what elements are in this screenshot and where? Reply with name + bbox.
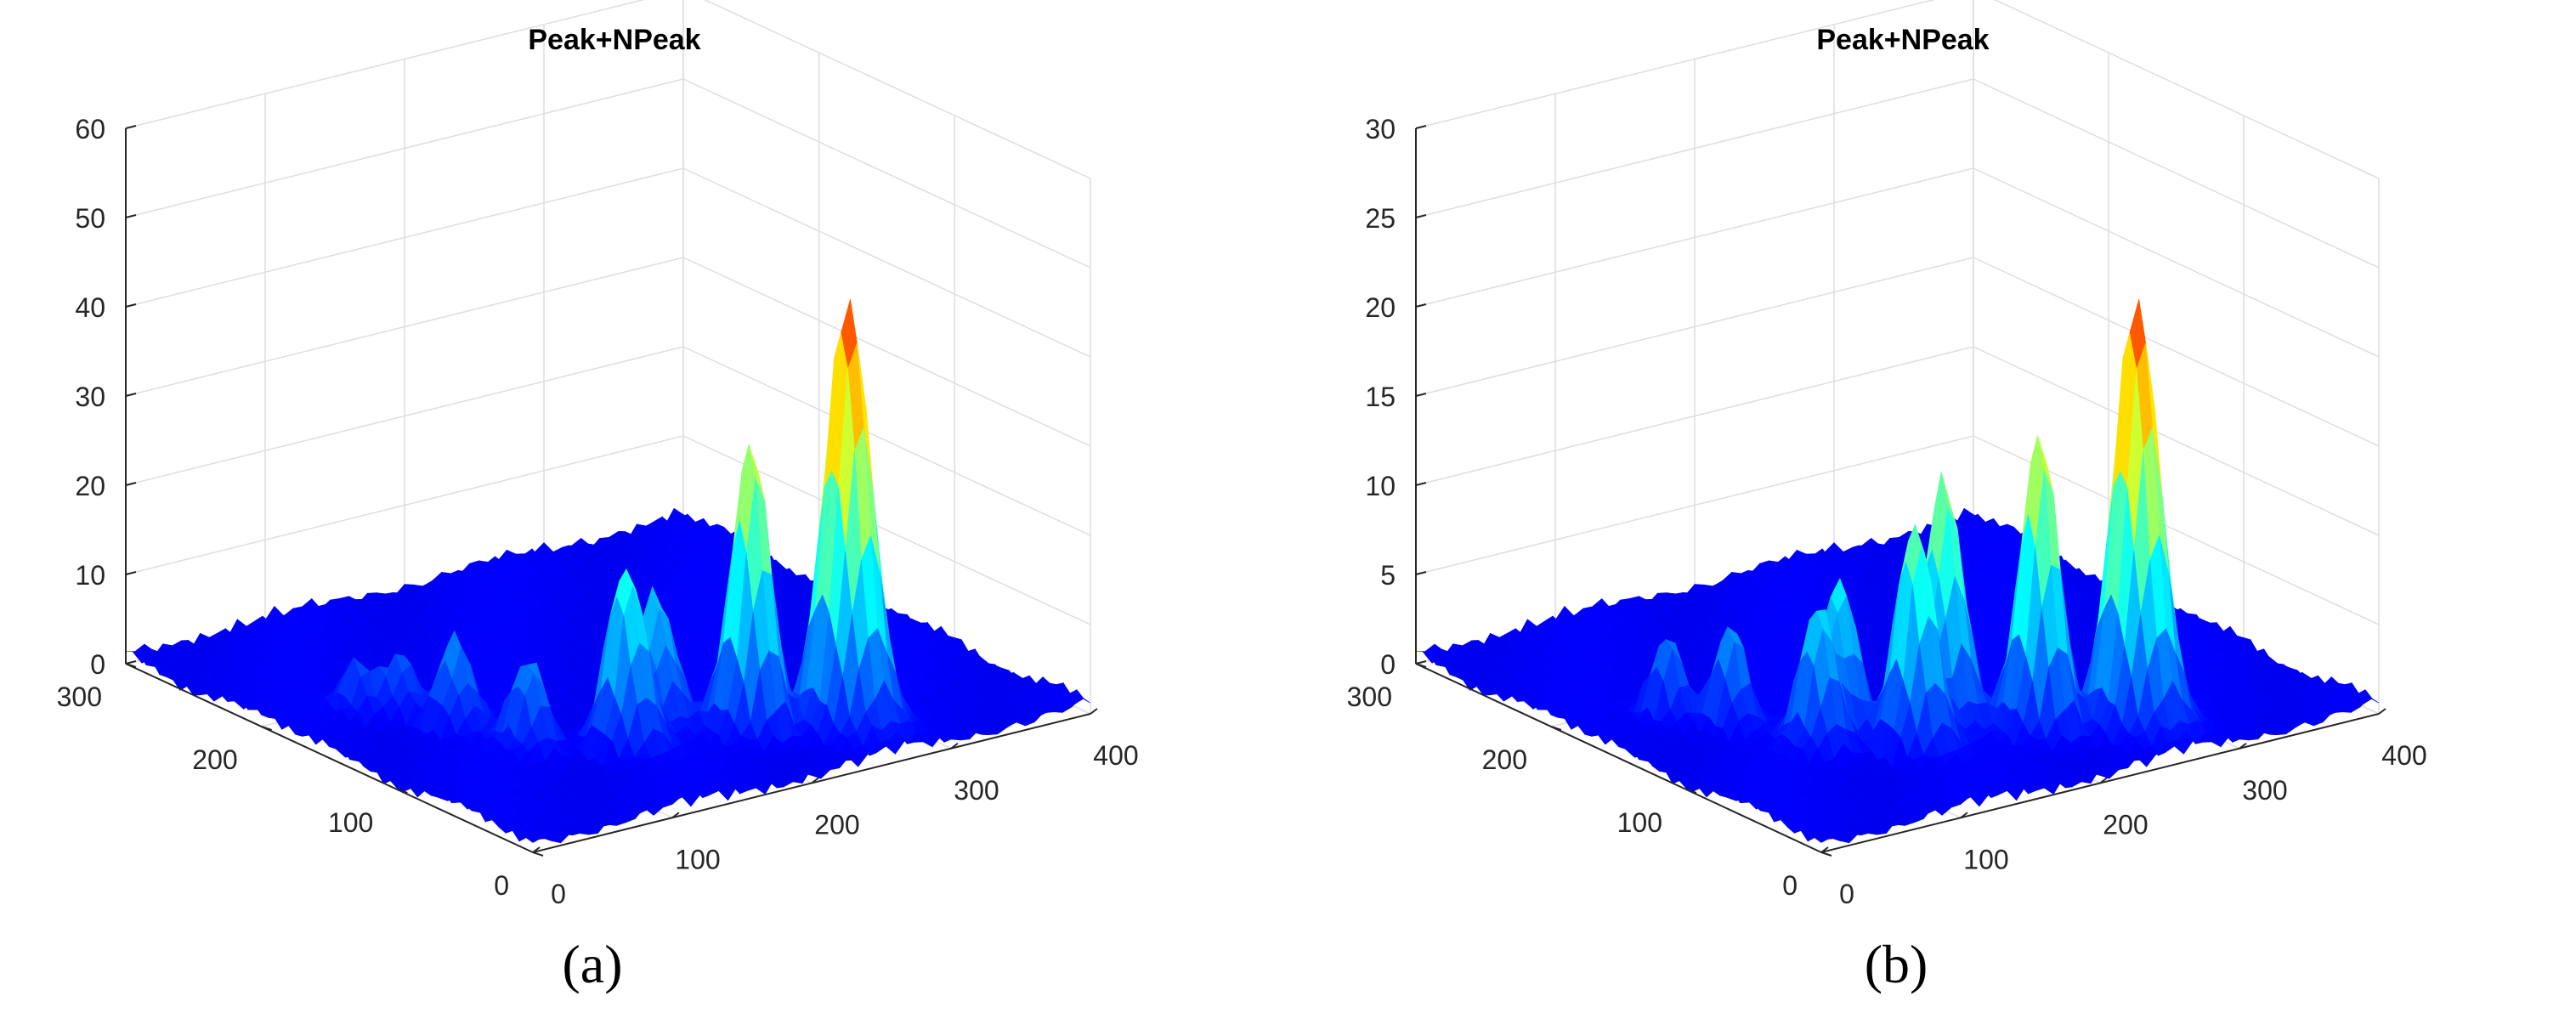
grid-line	[125, 0, 1091, 179]
chart-panel-a: 0 100 200 300 400 0 100 200 300 0 10 20 30 40 50 60 Peak…	[57, 0, 1139, 994]
grid-line	[1415, 346, 2380, 536]
z-tick	[125, 393, 137, 397]
y-tick	[125, 663, 137, 668]
panel-label-a: (a)	[562, 934, 623, 994]
chart-panel-b: 0 100 200 300 400 0 100 200 300 0 5 10 15 20 25 30 Peak+…	[1288, 0, 2576, 1024]
grid-line	[1415, 435, 2380, 625]
z-tick	[125, 303, 137, 308]
z-tick-label: 40	[75, 292, 105, 323]
y-tick	[532, 851, 544, 857]
z-tick	[125, 571, 137, 575]
z-tick	[125, 125, 137, 129]
x-tick-label: 100	[675, 844, 720, 874]
surface	[1415, 299, 2380, 844]
y-tick-label: 300	[57, 682, 102, 712]
grid-line	[1415, 0, 2380, 179]
x-tick-label: 0	[551, 879, 566, 909]
x-tick-label: 300	[954, 775, 999, 806]
x-tick	[1090, 708, 1098, 715]
z-tick	[125, 482, 137, 486]
grid-line	[125, 346, 1091, 536]
x-tick	[671, 812, 680, 819]
x-tick-label: 200	[814, 810, 859, 840]
axes	[125, 125, 1098, 857]
surface-patch	[525, 837, 543, 843]
z-tick-label: 50	[75, 203, 105, 234]
grid-line	[1415, 257, 2380, 447]
grid-line	[1415, 78, 2380, 269]
x-tick	[811, 777, 819, 784]
surface	[125, 299, 1091, 844]
grid-line	[1415, 167, 2380, 358]
z-tick-label: 10	[75, 560, 105, 591]
x-tick	[950, 742, 959, 750]
grid-line	[125, 257, 1091, 447]
y-axis-line	[125, 663, 534, 853]
surface-plot-a: 010020030040001002003000102030405060Peak…	[57, 0, 1139, 909]
y-tick-label: 100	[328, 807, 373, 838]
grid-line	[125, 167, 1091, 358]
y-tick	[261, 726, 272, 731]
z-tick-label: 0	[90, 649, 105, 680]
y-tick-label: 200	[192, 744, 237, 775]
z-tick	[125, 660, 137, 665]
grid-line	[125, 435, 1091, 625]
grid-line	[125, 78, 1091, 269]
y-tick	[397, 789, 408, 794]
z-tick-label: 30	[75, 382, 105, 412]
z-tick	[125, 214, 137, 218]
surface-plot-b: 01002003004000100200300051015202530Peak+…	[1347, 0, 2427, 909]
z-tick-label: 20	[75, 471, 105, 501]
x-tick	[532, 846, 541, 853]
z-tick-label: 60	[75, 114, 105, 144]
chart-title: Peak+NPeak	[528, 24, 700, 56]
x-tick-label: 400	[1093, 740, 1138, 771]
y-tick-label: 0	[494, 870, 509, 901]
